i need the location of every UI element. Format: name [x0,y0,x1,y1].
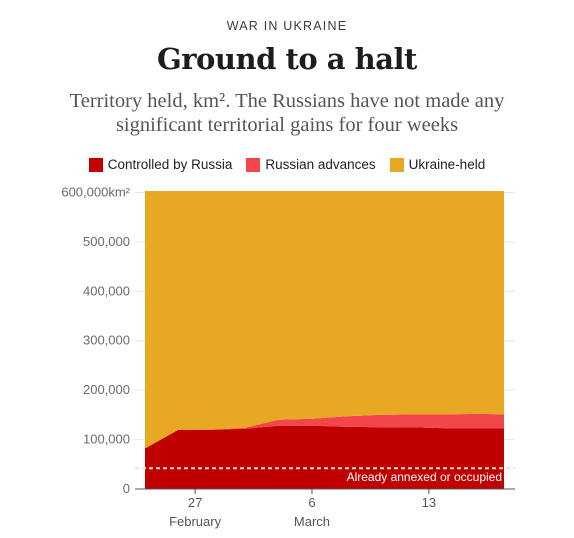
y-tick-label: 400,000 [83,283,130,298]
y-tick-label: 0 [123,481,130,496]
chart-areas [145,191,504,489]
legend-item-advances: Russian advances [246,157,376,172]
y-tick-label: 500,000 [83,234,130,249]
kicker: WAR IN UKRAINE [226,19,348,33]
legend-item-ukraine: Ukraine-held [389,157,486,172]
chart-subtitle: Territory held, km². The Russians have n… [69,90,505,136]
legend-item-russia: Controlled by Russia [88,157,233,172]
x-tick-label: 13 [422,495,436,510]
y-tick-label: 300,000 [83,333,130,348]
y-tick-label: 100,000 [83,432,130,447]
area-russian-advances [145,413,504,449]
legend-swatch-ukraine [389,157,404,172]
axes: 0 100,000 200,000 300,000 400,000 500,000 600,… [61,184,515,529]
y-tick-label: 600,000km² [61,184,130,199]
reference-line-group: Already annexed or occupied [135,467,515,484]
chart-title: Ground to a halt [157,42,417,76]
legend-label-advances: Russian advances [265,157,376,172]
x-tick-label: 27 [188,495,202,510]
y-tick-label: 200,000 [83,382,130,397]
legend-label-ukraine: Ukraine-held [408,157,486,172]
legend: Controlled by Russia Russian advances Uk… [0,157,574,172]
reference-line-label: Already annexed or occupied [347,470,502,484]
legend-swatch-russia [88,157,103,172]
x-tick-sublabel: February [169,514,222,529]
area-ukraine-held [145,191,504,449]
legend-label-russia: Controlled by Russia [107,157,233,172]
legend-swatch-advances [246,157,261,172]
area-controlled-by-russia [145,425,504,489]
x-tick-label: 6 [308,495,315,510]
x-tick-sublabel: March [294,514,330,529]
